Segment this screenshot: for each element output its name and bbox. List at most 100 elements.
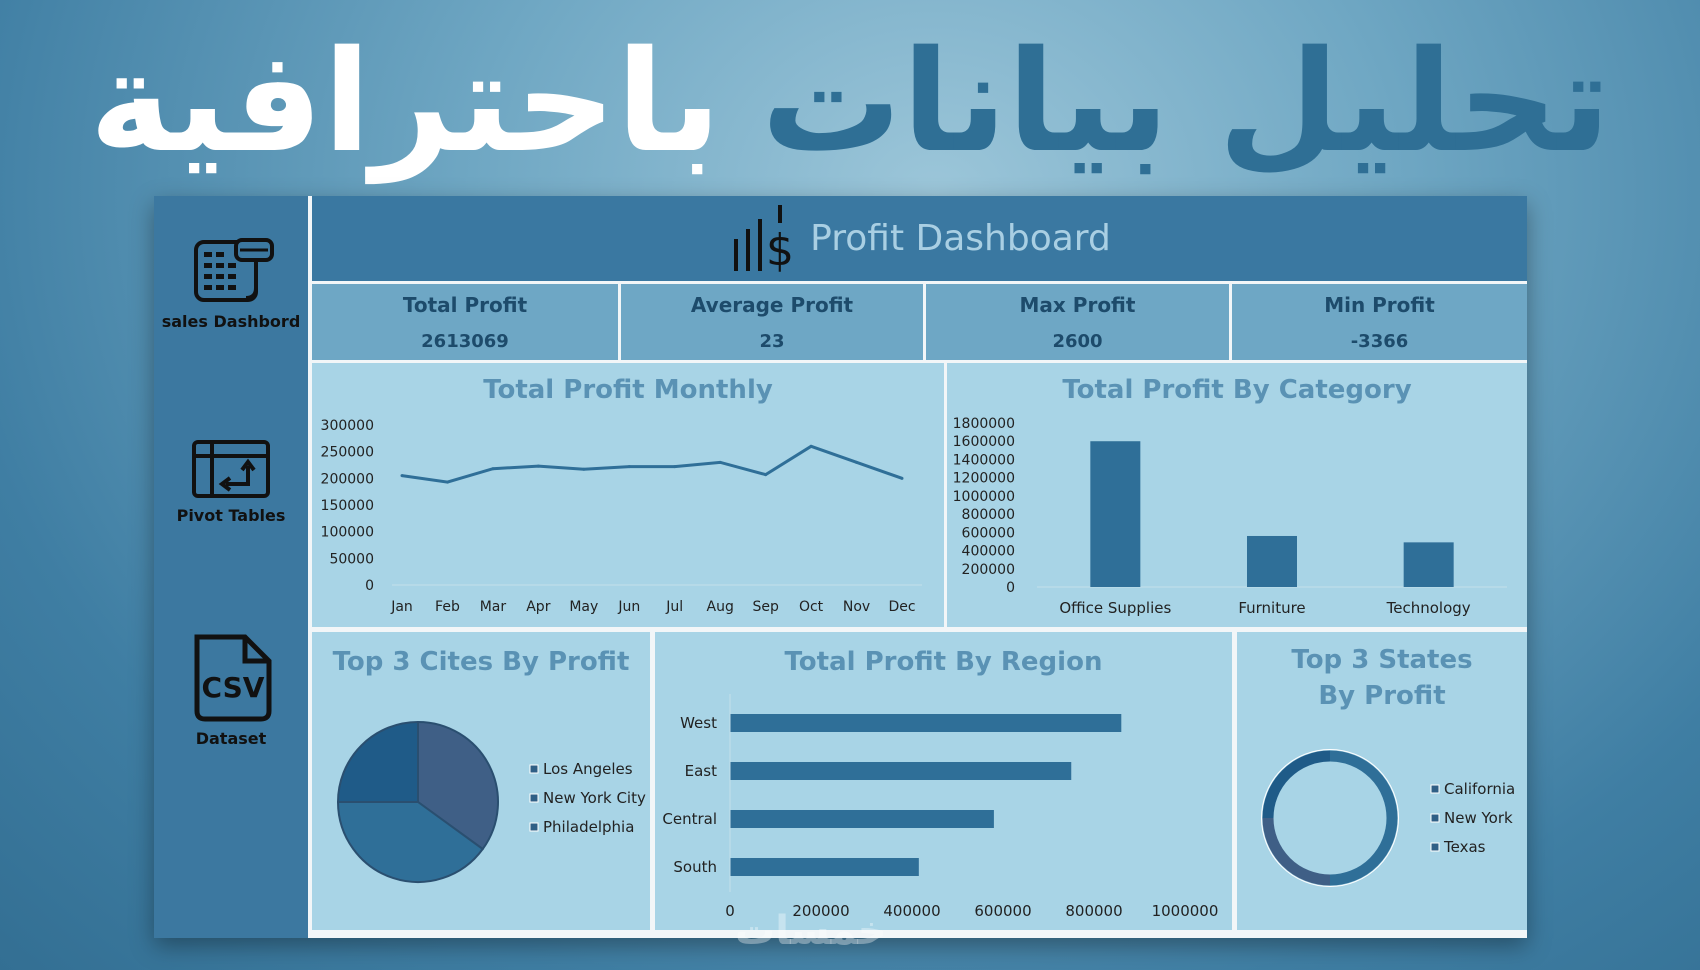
data-point xyxy=(718,460,722,464)
sidebar-item-label: Dataset xyxy=(195,729,267,748)
kpi-max-profit: Max Profit 2600 xyxy=(926,284,1229,360)
bar xyxy=(730,714,1122,732)
x-tick-label: Feb xyxy=(435,599,460,615)
y-tick-label: 200000 xyxy=(962,562,1015,578)
x-tick-label: 1000000 xyxy=(1152,902,1219,920)
y-tick-label: 200000 xyxy=(321,471,374,487)
x-tick-label: 600000 xyxy=(974,902,1031,920)
panel-monthly-profit: Total Profit Monthly 0 50000 100000 150000 2… xyxy=(312,363,944,627)
kpi-value: -3366 xyxy=(1350,331,1409,352)
x-tick-label: 200000 xyxy=(792,902,849,920)
csv-file-icon: CSV xyxy=(194,634,272,722)
x-tick-label: Apr xyxy=(526,599,550,615)
chart-title: Total Profit By Category xyxy=(1062,375,1412,405)
kpi-label: Min Profit xyxy=(1324,293,1435,317)
x-tick-label: Office Supplies xyxy=(1059,599,1171,617)
x-tick-label: Aug xyxy=(707,599,734,615)
panel-category-profit: Total Profit By Category 0 200000 400000 60… xyxy=(947,363,1527,627)
headline-part-2: باحترافية xyxy=(89,20,722,184)
dashboard-header: $ Profit Dashboard xyxy=(312,196,1527,281)
kpi-label: Total Profit xyxy=(402,293,528,317)
y-tick-label: East xyxy=(685,762,717,780)
data-point xyxy=(536,464,540,468)
legend-label: New York City xyxy=(543,789,646,807)
legend-label: Texas xyxy=(1443,838,1486,856)
data-point xyxy=(582,467,586,471)
y-tick-label: 0 xyxy=(365,578,374,594)
sidebar: sales Dashbord Pivot Tables CSV Dataset xyxy=(154,196,308,938)
legend-label: New York xyxy=(1444,809,1513,827)
x-tick-label: Nov xyxy=(843,599,870,615)
kpi-value: 23 xyxy=(759,331,785,352)
sidebar-item-sales-dashboard[interactable]: sales Dashbord xyxy=(154,236,308,331)
dollar-chart-icon: $ xyxy=(734,204,794,275)
legend-swatch xyxy=(1430,813,1440,823)
legend-swatch xyxy=(1430,842,1440,852)
data-point xyxy=(673,465,677,469)
x-tick-label: Jul xyxy=(665,599,683,615)
line-chart: 0 50000 100000 150000 200000 250000 300000 Jan F… xyxy=(321,418,922,615)
y-tick-label: 100000 xyxy=(321,525,374,541)
dashboard-title: Profit Dashboard xyxy=(810,218,1111,259)
y-tick-label: 0 xyxy=(1006,580,1015,596)
legend-swatch xyxy=(529,822,539,832)
y-tick-label: South xyxy=(673,858,717,876)
legend-label: Los Angeles xyxy=(543,760,633,778)
data-point xyxy=(627,465,631,469)
x-tick-label: May xyxy=(569,599,598,615)
panel-region-profit: Total Profit By Region West East Central So… xyxy=(655,632,1232,930)
sidebar-item-pivot-tables[interactable]: Pivot Tables xyxy=(154,438,308,525)
region-bar-chart: West East Central South 0 200000 400000 600000 8… xyxy=(662,694,1219,920)
x-tick-label: Jun xyxy=(617,599,640,615)
data-point xyxy=(400,474,404,478)
legend-swatch xyxy=(529,764,539,774)
kpi-label: Max Profit xyxy=(1019,293,1136,317)
pivot-table-icon xyxy=(192,440,270,498)
series-line xyxy=(401,444,903,484)
kpi-min-profit: Min Profit -3366 xyxy=(1232,284,1527,360)
legend-label: California xyxy=(1444,780,1515,798)
bar xyxy=(1403,542,1454,587)
data-point xyxy=(764,473,768,477)
y-tick-label: 300000 xyxy=(321,418,374,434)
y-tick-label: West xyxy=(680,714,717,732)
svg-text:$: $ xyxy=(766,225,794,275)
panel-top-states: Top 3 States By Profit California New Yor… xyxy=(1237,632,1527,930)
legend-swatch xyxy=(529,793,539,803)
y-tick-label: 600000 xyxy=(962,525,1015,541)
bar xyxy=(730,762,1072,780)
kpi-label: Average Profit xyxy=(690,293,854,317)
y-tick-label: 1800000 xyxy=(953,416,1015,432)
data-point xyxy=(900,476,904,480)
y-tick-label: Central xyxy=(662,810,717,828)
sidebar-item-label: sales Dashbord xyxy=(161,312,301,331)
x-tick-label: 800000 xyxy=(1065,902,1122,920)
y-tick-label: 1600000 xyxy=(953,434,1015,450)
y-tick-label: 400000 xyxy=(962,544,1015,560)
chart-title: Total Profit By Region xyxy=(784,647,1103,677)
data-point xyxy=(445,480,449,484)
data-point xyxy=(491,467,495,471)
kpi-value: 2613069 xyxy=(421,331,509,352)
kpi-value: 2600 xyxy=(1052,331,1103,352)
svg-text:CSV: CSV xyxy=(202,671,265,704)
donut-segment xyxy=(1262,817,1331,886)
sidebar-item-dataset[interactable]: CSV Dataset xyxy=(154,631,308,748)
x-tick-label: Jan xyxy=(390,599,413,615)
chart-title: Top 3 Cites By Profit xyxy=(332,647,630,677)
x-tick-label: Sep xyxy=(752,599,779,615)
legend-swatch xyxy=(1430,784,1440,794)
sidebar-item-label: Pivot Tables xyxy=(176,506,286,525)
y-tick-label: 1400000 xyxy=(953,452,1015,468)
donut-segment xyxy=(1329,750,1398,886)
x-tick-label: Oct xyxy=(799,599,824,615)
y-tick-label: 50000 xyxy=(329,551,374,567)
kpi-total-profit: Total Profit 2613069 xyxy=(312,284,618,360)
panel-top-cities: Top 3 Cites By Profit Los Angeles New Yor… xyxy=(312,632,650,930)
y-tick-label: 1000000 xyxy=(953,489,1015,505)
x-tick-label: 400000 xyxy=(883,902,940,920)
cities-pie-chart: Los Angeles New York City Philadelphia xyxy=(336,720,646,883)
calculator-icon xyxy=(194,238,274,302)
bar xyxy=(730,858,919,876)
bar xyxy=(1247,535,1297,587)
